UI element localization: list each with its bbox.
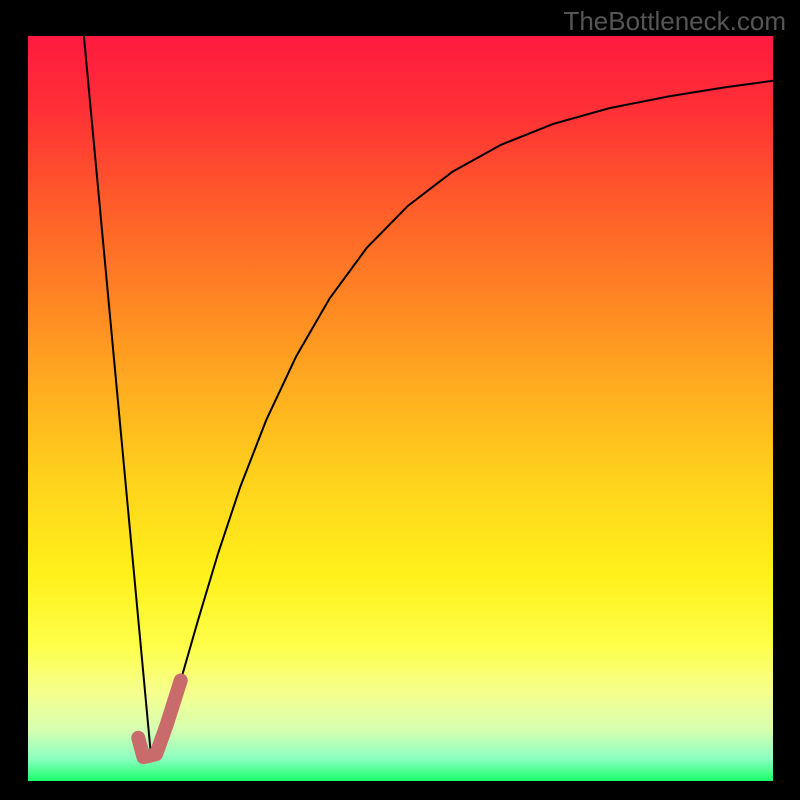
plot-svg	[28, 36, 773, 781]
gradient-background	[28, 36, 773, 781]
watermark-label: TheBottleneck.com	[563, 6, 786, 37]
plot-area	[28, 36, 773, 781]
chart-frame: TheBottleneck.com	[0, 0, 800, 800]
